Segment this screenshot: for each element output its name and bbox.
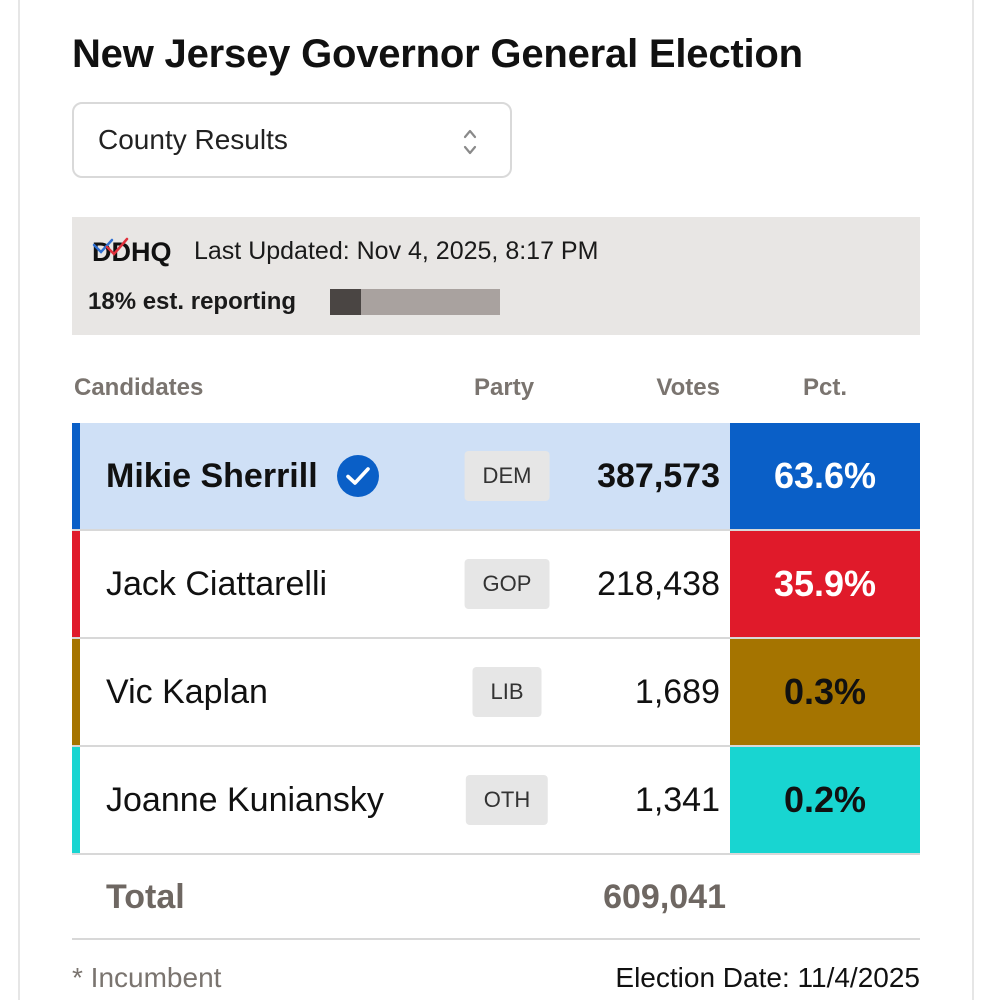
candidate-row: Jack Ciattarelli GOP 218,438 35.9% <box>72 531 920 639</box>
vote-percent: 35.9% <box>730 531 920 637</box>
results-view-select[interactable]: County Results <box>72 102 512 178</box>
total-label: Total <box>106 878 185 916</box>
candidate-name: Joanne Kuniansky <box>106 780 384 819</box>
party-color-bar <box>72 423 80 529</box>
vote-count: 387,573 <box>597 456 720 495</box>
reporting-percent-text: 18% est. reporting <box>88 288 297 315</box>
party-badge: GOP <box>464 559 550 609</box>
header-candidates: Candidates <box>74 374 204 401</box>
election-date: Election Date: 11/4/2025 <box>615 962 920 993</box>
total-votes: 609,041 <box>603 878 726 916</box>
candidate-name: Mikie Sherrill <box>106 456 318 495</box>
winner-check-icon <box>336 455 379 497</box>
candidate-name-cell: Vic Kaplan <box>106 639 268 745</box>
party-color-bar <box>72 639 80 745</box>
page-title: New Jersey Governor General Election <box>72 32 803 76</box>
vote-percent: 0.2% <box>730 747 920 853</box>
candidate-name: Jack Ciattarelli <box>106 564 328 603</box>
vote-count: 218,438 <box>597 564 720 603</box>
reporting-progress-fill <box>330 289 361 315</box>
up-down-chevron-icon <box>463 129 477 155</box>
header-votes: Votes <box>656 374 720 401</box>
party-badge: LIB <box>472 667 542 717</box>
reporting-progress-bar <box>330 289 500 315</box>
vote-percent: 0.3% <box>730 639 920 745</box>
party-color-bar <box>72 531 80 637</box>
svg-text:DDHQ: DDHQ <box>92 237 172 267</box>
ddhq-logo: DDHQ <box>92 237 172 267</box>
candidate-name-cell: Jack Ciattarelli <box>106 531 327 637</box>
vote-count: 1,341 <box>634 780 720 819</box>
results-table: Mikie Sherrill DEM 387,573 63.6% Jack Ci… <box>72 423 920 855</box>
candidate-row: Vic Kaplan LIB 1,689 0.3% <box>72 639 920 747</box>
candidate-row: Joanne Kuniansky OTH 1,341 0.2% <box>72 747 920 855</box>
reporting-status-panel: DDHQ Last Updated: Nov 4, 2025, 8:17 PM … <box>72 217 920 335</box>
select-value: County Results <box>98 124 288 155</box>
header-pct: Pct. <box>802 374 847 401</box>
last-updated-text: Last Updated: Nov 4, 2025, 8:17 PM <box>194 237 599 265</box>
party-badge: DEM <box>464 451 550 501</box>
vote-count: 1,689 <box>634 672 720 711</box>
candidate-name-cell: Mikie Sherrill <box>106 423 380 529</box>
vote-percent: 63.6% <box>730 423 920 529</box>
party-badge: OTH <box>465 775 549 825</box>
candidate-row: Mikie Sherrill DEM 387,573 63.6% <box>72 423 920 531</box>
candidate-name-cell: Joanne Kuniansky <box>106 747 384 853</box>
header-party: Party <box>474 374 535 401</box>
candidate-name: Vic Kaplan <box>106 672 268 711</box>
total-row: Total 609,041 <box>72 854 920 940</box>
party-color-bar <box>72 747 80 853</box>
incumbent-note: * Incumbent <box>72 962 222 993</box>
